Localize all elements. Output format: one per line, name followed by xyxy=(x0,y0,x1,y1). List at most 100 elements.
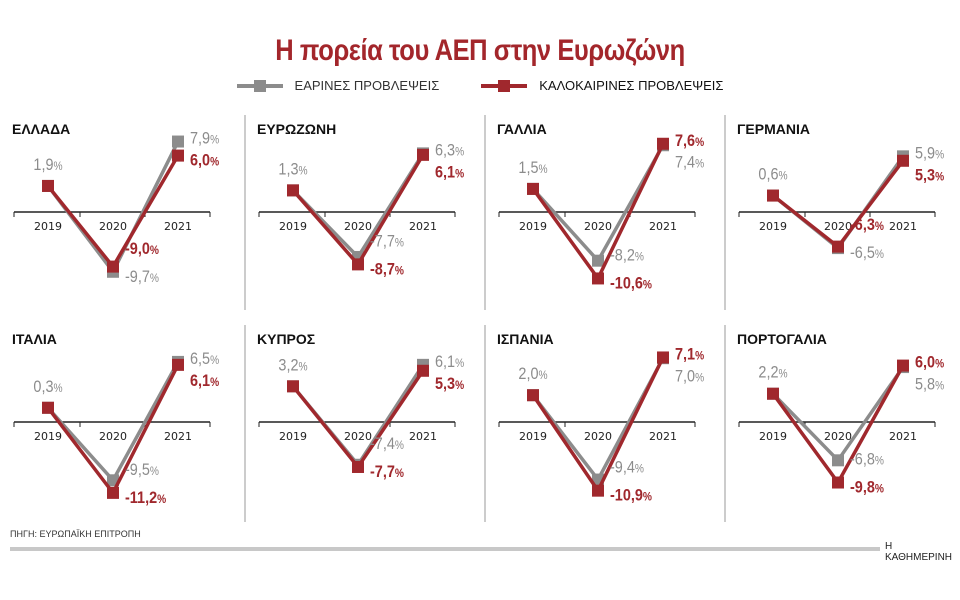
panel-title: ΙΤΑΛΙΑ xyxy=(12,331,57,347)
data-point xyxy=(657,137,669,150)
data-label: -9,7% xyxy=(125,268,159,286)
legend-item-spring: ΕΑΡΙΝΕΣ ΠΡΟΒΛΕΨΕΙΣ xyxy=(236,78,440,93)
data-label: -9,8% xyxy=(850,479,884,497)
x-tick-label: 2019 xyxy=(34,220,62,233)
data-point xyxy=(832,454,844,467)
x-tick-label: 2020 xyxy=(99,220,127,233)
panel-title: ΕΛΛΑΔΑ xyxy=(12,121,70,137)
data-point xyxy=(832,240,844,253)
series-line-spring xyxy=(771,155,905,251)
x-tick-label: 2019 xyxy=(519,430,547,443)
brand-name: Η ΚΑΘΗΜΕΡΙΝΗ xyxy=(885,541,953,563)
data-point xyxy=(107,486,119,499)
data-label: -6,3% xyxy=(850,216,884,234)
data-point xyxy=(352,460,364,473)
data-point xyxy=(592,254,604,267)
data-label: -6,8% xyxy=(850,451,884,469)
data-point xyxy=(592,272,604,285)
panel-title: ΙΣΠΑΝΙΑ xyxy=(497,331,554,347)
data-label: -7,7% xyxy=(370,232,404,250)
series-line-summer xyxy=(291,369,425,470)
data-label: 7,6% xyxy=(675,132,704,150)
series-line-spring xyxy=(771,366,905,464)
series-line-spring xyxy=(531,144,665,264)
legend: ΕΑΡΙΝΕΣ ΠΡΟΒΛΕΨΕΙΣ ΚΑΛΟΚΑΙΡΙΝΕΣ ΠΡΟΒΛΕΨΕ… xyxy=(0,78,960,93)
x-tick-label: 2019 xyxy=(279,430,307,443)
series-line-spring xyxy=(531,357,665,483)
data-label: -8,2% xyxy=(610,246,644,264)
data-label: -10,6% xyxy=(610,274,652,292)
panel-7: ΙΣΠΑΝΙΑ 2019 2020 2021 2,0% -9,4% -10,9% 7,1% 7,… xyxy=(497,331,704,505)
data-label: 7,0% xyxy=(675,367,704,385)
data-label: 6,1% xyxy=(190,372,219,390)
footer-divider xyxy=(10,547,880,551)
data-point xyxy=(417,148,429,161)
data-point xyxy=(42,179,54,192)
data-label: -11,2% xyxy=(125,489,166,507)
panel-4: ΓΕΡΜΑΝΙΑ 2019 2020 2021 0,6% -6,3% -6,5% 5,9% 5,… xyxy=(737,121,944,262)
data-label: 5,3% xyxy=(435,375,464,393)
x-tick-label: 2020 xyxy=(344,430,372,443)
x-tick-label: 2020 xyxy=(824,430,852,443)
x-tick-label: 2019 xyxy=(34,430,62,443)
panel-2: ΕΥΡΩΖΩΝΗ 2019 2020 2021 1,3% -7,7% -8,7% 6,3% 6,… xyxy=(257,121,464,279)
panel-title: ΓΑΛΛΙΑ xyxy=(497,121,547,137)
data-label: 2,2% xyxy=(758,364,787,382)
data-label: 6,1% xyxy=(435,353,464,371)
data-point xyxy=(527,182,539,195)
data-label: -9,0% xyxy=(125,240,159,258)
data-point xyxy=(172,358,184,371)
data-point xyxy=(767,387,779,400)
x-tick-label: 2021 xyxy=(164,220,192,233)
data-label: 6,1% xyxy=(435,163,464,181)
x-tick-label: 2021 xyxy=(649,220,677,233)
data-point xyxy=(352,258,364,271)
data-label: 5,8% xyxy=(915,376,944,394)
panel-5: ΙΤΑΛΙΑ 2019 2020 2021 0,3% -9,5% -11,2% 6,5% 6,1… xyxy=(12,331,219,507)
legend-label-spring: ΕΑΡΙΝΕΣ ΠΡΟΒΛΕΨΕΙΣ xyxy=(294,78,440,93)
data-point xyxy=(287,380,299,393)
data-label: 0,6% xyxy=(758,166,787,184)
x-tick-label: 2020 xyxy=(584,430,612,443)
data-label: 7,4% xyxy=(675,154,704,172)
data-label: 6,5% xyxy=(190,350,219,368)
data-label: 2,0% xyxy=(518,365,547,383)
data-label: 1,5% xyxy=(518,159,547,177)
x-tick-label: 2021 xyxy=(409,430,437,443)
legend-swatch-summer xyxy=(481,79,528,92)
x-tick-label: 2020 xyxy=(344,220,372,233)
data-label: -9,4% xyxy=(610,459,644,477)
data-label: 7,1% xyxy=(675,345,704,363)
data-label: 6,0% xyxy=(190,152,219,170)
x-tick-label: 2020 xyxy=(99,430,127,443)
data-point xyxy=(172,149,184,162)
data-point xyxy=(897,359,909,372)
data-point xyxy=(417,364,429,377)
x-tick-label: 2020 xyxy=(584,220,612,233)
data-label: -8,7% xyxy=(370,260,404,278)
x-tick-label: 2021 xyxy=(649,430,677,443)
x-tick-label: 2020 xyxy=(824,220,852,233)
panel-8: ΠΟΡΤΟΓΑΛΙΑ 2019 2020 2021 2,2% -6,8% -9,8% 6,0%… xyxy=(737,331,944,497)
data-point xyxy=(592,484,604,497)
data-label: 5,3% xyxy=(915,166,944,184)
data-point xyxy=(897,154,909,167)
series-line-spring xyxy=(46,361,180,484)
x-tick-label: 2019 xyxy=(759,430,787,443)
panel-6: ΚΥΠΡΟΣ 2019 2020 2021 3,2% -7,4% -7,7% 6,1% 5,3% xyxy=(257,331,464,481)
legend-label-summer: ΚΑΛΟΚΑΙΡΙΝΕΣ ΠΡΟΒΛΕΨΕΙΣ xyxy=(539,78,724,93)
data-label: 6,3% xyxy=(435,141,464,159)
data-label: 6,0% xyxy=(915,354,944,372)
panel-1: ΕΛΛΑΔΑ 2019 2020 2021 1,9% -9,0% -9,7% 7,9% 6,0% xyxy=(12,121,219,286)
data-point xyxy=(172,135,184,148)
data-point xyxy=(352,250,364,263)
x-tick-label: 2021 xyxy=(889,220,917,233)
data-label: 0,3% xyxy=(33,378,62,396)
panel-3: ΓΑΛΛΙΑ 2019 2020 2021 1,5% -8,2% -10,6% 7,6% 7,4… xyxy=(497,121,704,293)
data-point xyxy=(832,476,844,489)
data-label: 3,2% xyxy=(278,356,307,374)
x-tick-label: 2019 xyxy=(279,220,307,233)
series-line-summer xyxy=(771,159,905,250)
panel-title: ΓΕΡΜΑΝΙΑ xyxy=(737,121,810,137)
